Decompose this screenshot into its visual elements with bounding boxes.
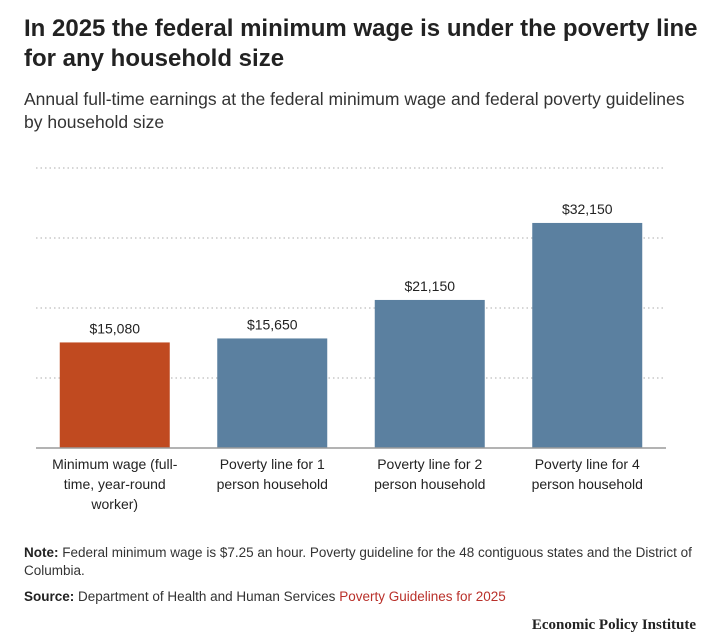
bars: $15,080 $15,650 $21,150 $32,150 [59, 201, 643, 448]
bar-value-label: $15,650 [247, 316, 298, 332]
brand-logo: Economic Policy Institute [531, 617, 696, 633]
note-label: Note: [24, 545, 59, 560]
category-label-line: Minimum wage (full- [52, 456, 178, 472]
category-label: Poverty line for 1 person household [217, 456, 328, 492]
category-label: Minimum wage (full-time, year-round worke… [52, 456, 178, 512]
bar [59, 342, 170, 448]
category-label: Poverty line for 2 person household [374, 456, 485, 492]
bar-value-label: $32,150 [562, 201, 613, 217]
bar [217, 338, 328, 448]
note-text: Federal minimum wage is $7.25 an hour. P… [24, 545, 692, 578]
chart-title: In 2025 the federal minimum wage is unde… [24, 15, 698, 72]
source-text: Department of Health and Human Services [78, 589, 336, 604]
bar-value-label: $21,150 [404, 278, 455, 294]
category-label-line: Poverty line for 4 [535, 456, 640, 472]
category-label-line: Poverty line for 2 [377, 456, 482, 472]
bar [374, 299, 485, 448]
bar [532, 222, 643, 448]
chart-note: Note: Federal minimum wage is $7.25 an h… [24, 544, 704, 580]
source-label: Source: [24, 589, 75, 604]
category-label-line: person household [217, 476, 328, 492]
category-label-line: person household [532, 476, 643, 492]
chart-subtitle: Annual full-time earnings at the federal… [24, 89, 685, 132]
category-label-line: time, year-round [64, 476, 166, 492]
source-link[interactable]: Poverty Guidelines for 2025 [339, 589, 506, 604]
bar-value-label: $15,080 [89, 320, 140, 336]
category-label-line: person household [374, 476, 485, 492]
bar-chart: $15,080 $15,650 $21,150 $32,150 Minimum wag… [36, 167, 666, 512]
category-label: Poverty line for 4 person household [532, 456, 643, 492]
category-labels: Minimum wage (full-time, year-round worke… [52, 456, 643, 512]
chart-source: Source: Department of Health and Human S… [24, 588, 704, 606]
category-label-line: worker) [90, 496, 138, 512]
category-label-line: Poverty line for 1 [220, 456, 325, 472]
